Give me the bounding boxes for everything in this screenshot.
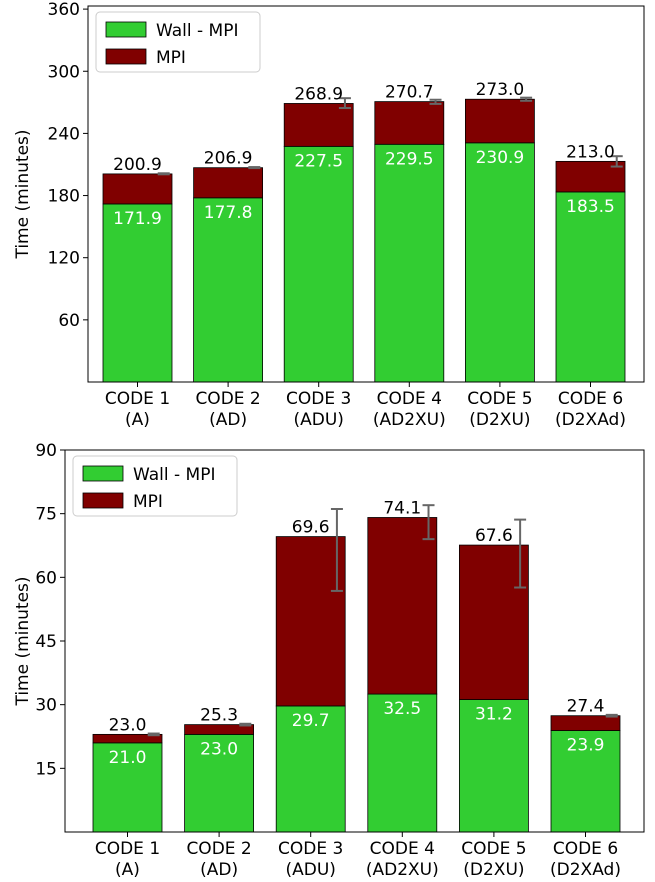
- chart2-total-label: 23.0: [109, 715, 147, 735]
- chart1-xtick-label: (A): [125, 410, 150, 430]
- chart2-bar-wall-mpi: [184, 733, 255, 833]
- chart2-xtick-label: (ADU): [285, 860, 335, 880]
- chart2-bar-wall-mpi: [275, 705, 346, 833]
- chart2-inner-label: 31.2: [475, 705, 513, 725]
- chart1-xtick-label: (ADU): [293, 410, 343, 430]
- chart2-xtick-label: CODE 3: [278, 839, 343, 859]
- chart2-inner-label: 21.0: [109, 748, 147, 768]
- chart1-inner-label: 177.8: [204, 203, 253, 223]
- chart1-legend-label: MPI: [156, 48, 186, 68]
- chart2-xtick-label: CODE 2: [186, 839, 251, 859]
- chart1-ytick-label: 240: [48, 124, 80, 144]
- chart1-legend-label: Wall - MPI: [156, 21, 238, 41]
- chart2-legend-swatch: [82, 465, 124, 482]
- chart2-ytick-label: 90: [35, 441, 57, 461]
- chart2-ytick-label: 75: [35, 505, 57, 525]
- chart1-total-label: 200.9: [113, 155, 162, 175]
- chart1-ytick-label: 360: [48, 0, 80, 20]
- chart2-bar-mpi: [92, 733, 163, 744]
- chart1-inner-label: 229.5: [385, 149, 434, 169]
- chart1-total-label: 213.0: [566, 142, 615, 162]
- chart1-inner-label: 227.5: [294, 151, 343, 171]
- chart2-legend-swatch: [82, 492, 124, 509]
- chart2-bar-wall-mpi: [92, 742, 163, 833]
- chart1-ytick-label: 300: [48, 62, 80, 82]
- chart1-bar-wall-mpi: [193, 197, 264, 383]
- chart2-ylabel: Time (minutes): [13, 576, 33, 706]
- chart1-bar-wall-mpi: [555, 191, 626, 383]
- chart1-bar-mpi: [374, 101, 445, 145]
- chart2-total-label: 69.6: [292, 518, 330, 538]
- chart2-ytick-label: 60: [35, 568, 57, 588]
- chart1-total-label: 270.7: [385, 83, 434, 103]
- chart2-legend-label: Wall - MPI: [133, 465, 215, 485]
- chart1-total-label: 206.9: [204, 149, 253, 169]
- chart2-ytick-label: 45: [35, 632, 57, 652]
- chart1-xtick-label: CODE 6: [558, 389, 623, 409]
- chart1-frame: [87, 5, 645, 383]
- chart1-bar-wall-mpi: [374, 143, 445, 383]
- chart2-xtick-label: (D2XAd): [550, 860, 621, 880]
- chart2-xtick-label: CODE 5: [461, 839, 526, 859]
- chart2-total-label: 67.6: [475, 526, 513, 546]
- chart1-xtick-label: CODE 5: [467, 389, 532, 409]
- chart1-bar-wall-mpi: [283, 145, 354, 383]
- chart2-total-label: 27.4: [567, 697, 605, 717]
- chart1-xtick-label: CODE 3: [286, 389, 351, 409]
- chart1-legend-swatch: [105, 48, 147, 65]
- chart1-inner-label: 183.5: [566, 197, 615, 217]
- chart2-bar-mpi: [184, 724, 255, 735]
- chart1-xtick-label: (AD2XU): [373, 410, 446, 430]
- chart1-ytick-label: 120: [48, 249, 80, 269]
- chart1-bar-mpi: [193, 167, 264, 199]
- chart2-xtick-label: (A): [115, 860, 140, 880]
- chart2-bar-mpi: [550, 715, 621, 731]
- chart2-total-label: 25.3: [200, 706, 238, 726]
- chart2-frame: [64, 449, 645, 833]
- chart2-inner-label: 29.7: [292, 711, 330, 731]
- chart1-xtick-label: CODE 4: [377, 389, 442, 409]
- chart1-total-label: 268.9: [294, 84, 343, 104]
- chart2-bar-mpi: [367, 517, 438, 695]
- chart1-total-label: 273.0: [476, 80, 525, 100]
- chart1-xtick-label: (AD): [209, 410, 247, 430]
- chart1-bar-wall-mpi: [102, 203, 173, 383]
- chart1-ytick-label: 60: [58, 311, 80, 331]
- chart2-xtick-label: (AD2XU): [366, 860, 439, 880]
- chart1-xtick-label: CODE 2: [195, 389, 260, 409]
- chart1-inner-label: 171.9: [113, 209, 162, 229]
- chart2-ytick-label: 15: [35, 759, 57, 779]
- chart1-inner-label: 230.9: [476, 148, 525, 168]
- chart2-inner-label: 23.9: [567, 736, 605, 756]
- chart2-xtick-label: CODE 1: [95, 839, 160, 859]
- chart1-ytick-label: 180: [48, 187, 80, 207]
- chart2-inner-label: 23.0: [200, 739, 238, 759]
- chart2-bar-mpi: [458, 544, 529, 700]
- chart1-legend-swatch: [105, 21, 147, 38]
- chart1-xtick-label: (D2XU): [469, 410, 530, 430]
- chart2-xtick-label: CODE 4: [370, 839, 435, 859]
- chart2-inner-label: 32.5: [383, 699, 421, 719]
- chart2-bar-mpi: [275, 536, 346, 707]
- chart1-bar-mpi: [283, 103, 354, 147]
- chart1-xtick-label: (D2XAd): [555, 410, 626, 430]
- chart1-ylabel: Time (minutes): [13, 129, 33, 259]
- chart1-bar-wall-mpi: [464, 142, 535, 383]
- chart2-legend-label: MPI: [133, 492, 163, 512]
- chart2-bar-wall-mpi: [550, 730, 621, 833]
- chart2-xtick-label: (D2XU): [463, 860, 524, 880]
- chart1-bar-mpi: [102, 173, 173, 205]
- chart2-xtick-label: CODE 6: [553, 839, 618, 859]
- chart1-xtick-label: CODE 1: [105, 389, 170, 409]
- chart2-xtick-label: (AD): [200, 860, 238, 880]
- chart2-ytick-label: 30: [35, 696, 57, 716]
- chart2-bar-wall-mpi: [458, 699, 529, 833]
- chart1-bar-mpi: [464, 98, 535, 144]
- chart2-total-label: 74.1: [383, 498, 421, 518]
